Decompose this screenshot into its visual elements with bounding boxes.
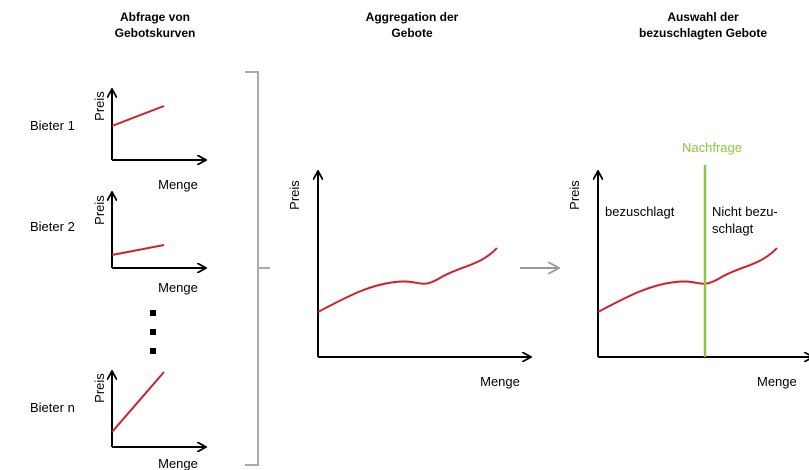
column-title: bezuschlagten Gebote — [639, 26, 767, 40]
demand-label: Nachfrage — [682, 140, 742, 155]
column-title: Gebotskurven — [115, 26, 196, 40]
column-title: Auswahl der — [667, 10, 739, 24]
bidder-label: Bieter 2 — [30, 219, 75, 234]
axis-label: Menge — [158, 177, 198, 192]
region-label: bezuschlagt — [605, 204, 675, 219]
axis-label: Menge — [158, 456, 198, 470]
region-label: Nicht bezu- — [712, 204, 778, 219]
axis-label: Preis — [92, 195, 107, 225]
axis-label: Preis — [92, 373, 107, 403]
axis-label: Menge — [757, 374, 797, 389]
axis-label: Preis — [287, 180, 302, 210]
axis-label: Preis — [92, 91, 107, 121]
bracket — [245, 71, 270, 466]
aggregate-curve — [597, 247, 778, 313]
ellipsis-dot — [150, 329, 156, 335]
axis-label: Preis — [567, 180, 582, 210]
bidder-label: Bieter 1 — [30, 118, 75, 133]
aggregate-curve — [317, 247, 498, 313]
bidder-label: Bieter n — [30, 400, 75, 415]
bid-curve — [111, 371, 165, 433]
bid-curve — [111, 105, 165, 127]
column-title: Aggregation der — [366, 10, 459, 24]
ellipsis-dot — [150, 348, 156, 354]
column-title: Gebote — [391, 26, 433, 40]
ellipsis-dot — [150, 310, 156, 316]
axis-label: Menge — [480, 374, 520, 389]
axis-label: Menge — [158, 280, 198, 295]
region-label: schlagt — [712, 221, 754, 236]
column-title: Abfrage von — [120, 10, 190, 24]
bid-curve — [111, 244, 165, 256]
